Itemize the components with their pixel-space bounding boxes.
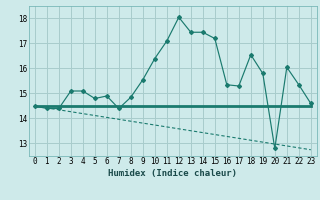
X-axis label: Humidex (Indice chaleur): Humidex (Indice chaleur) [108,169,237,178]
